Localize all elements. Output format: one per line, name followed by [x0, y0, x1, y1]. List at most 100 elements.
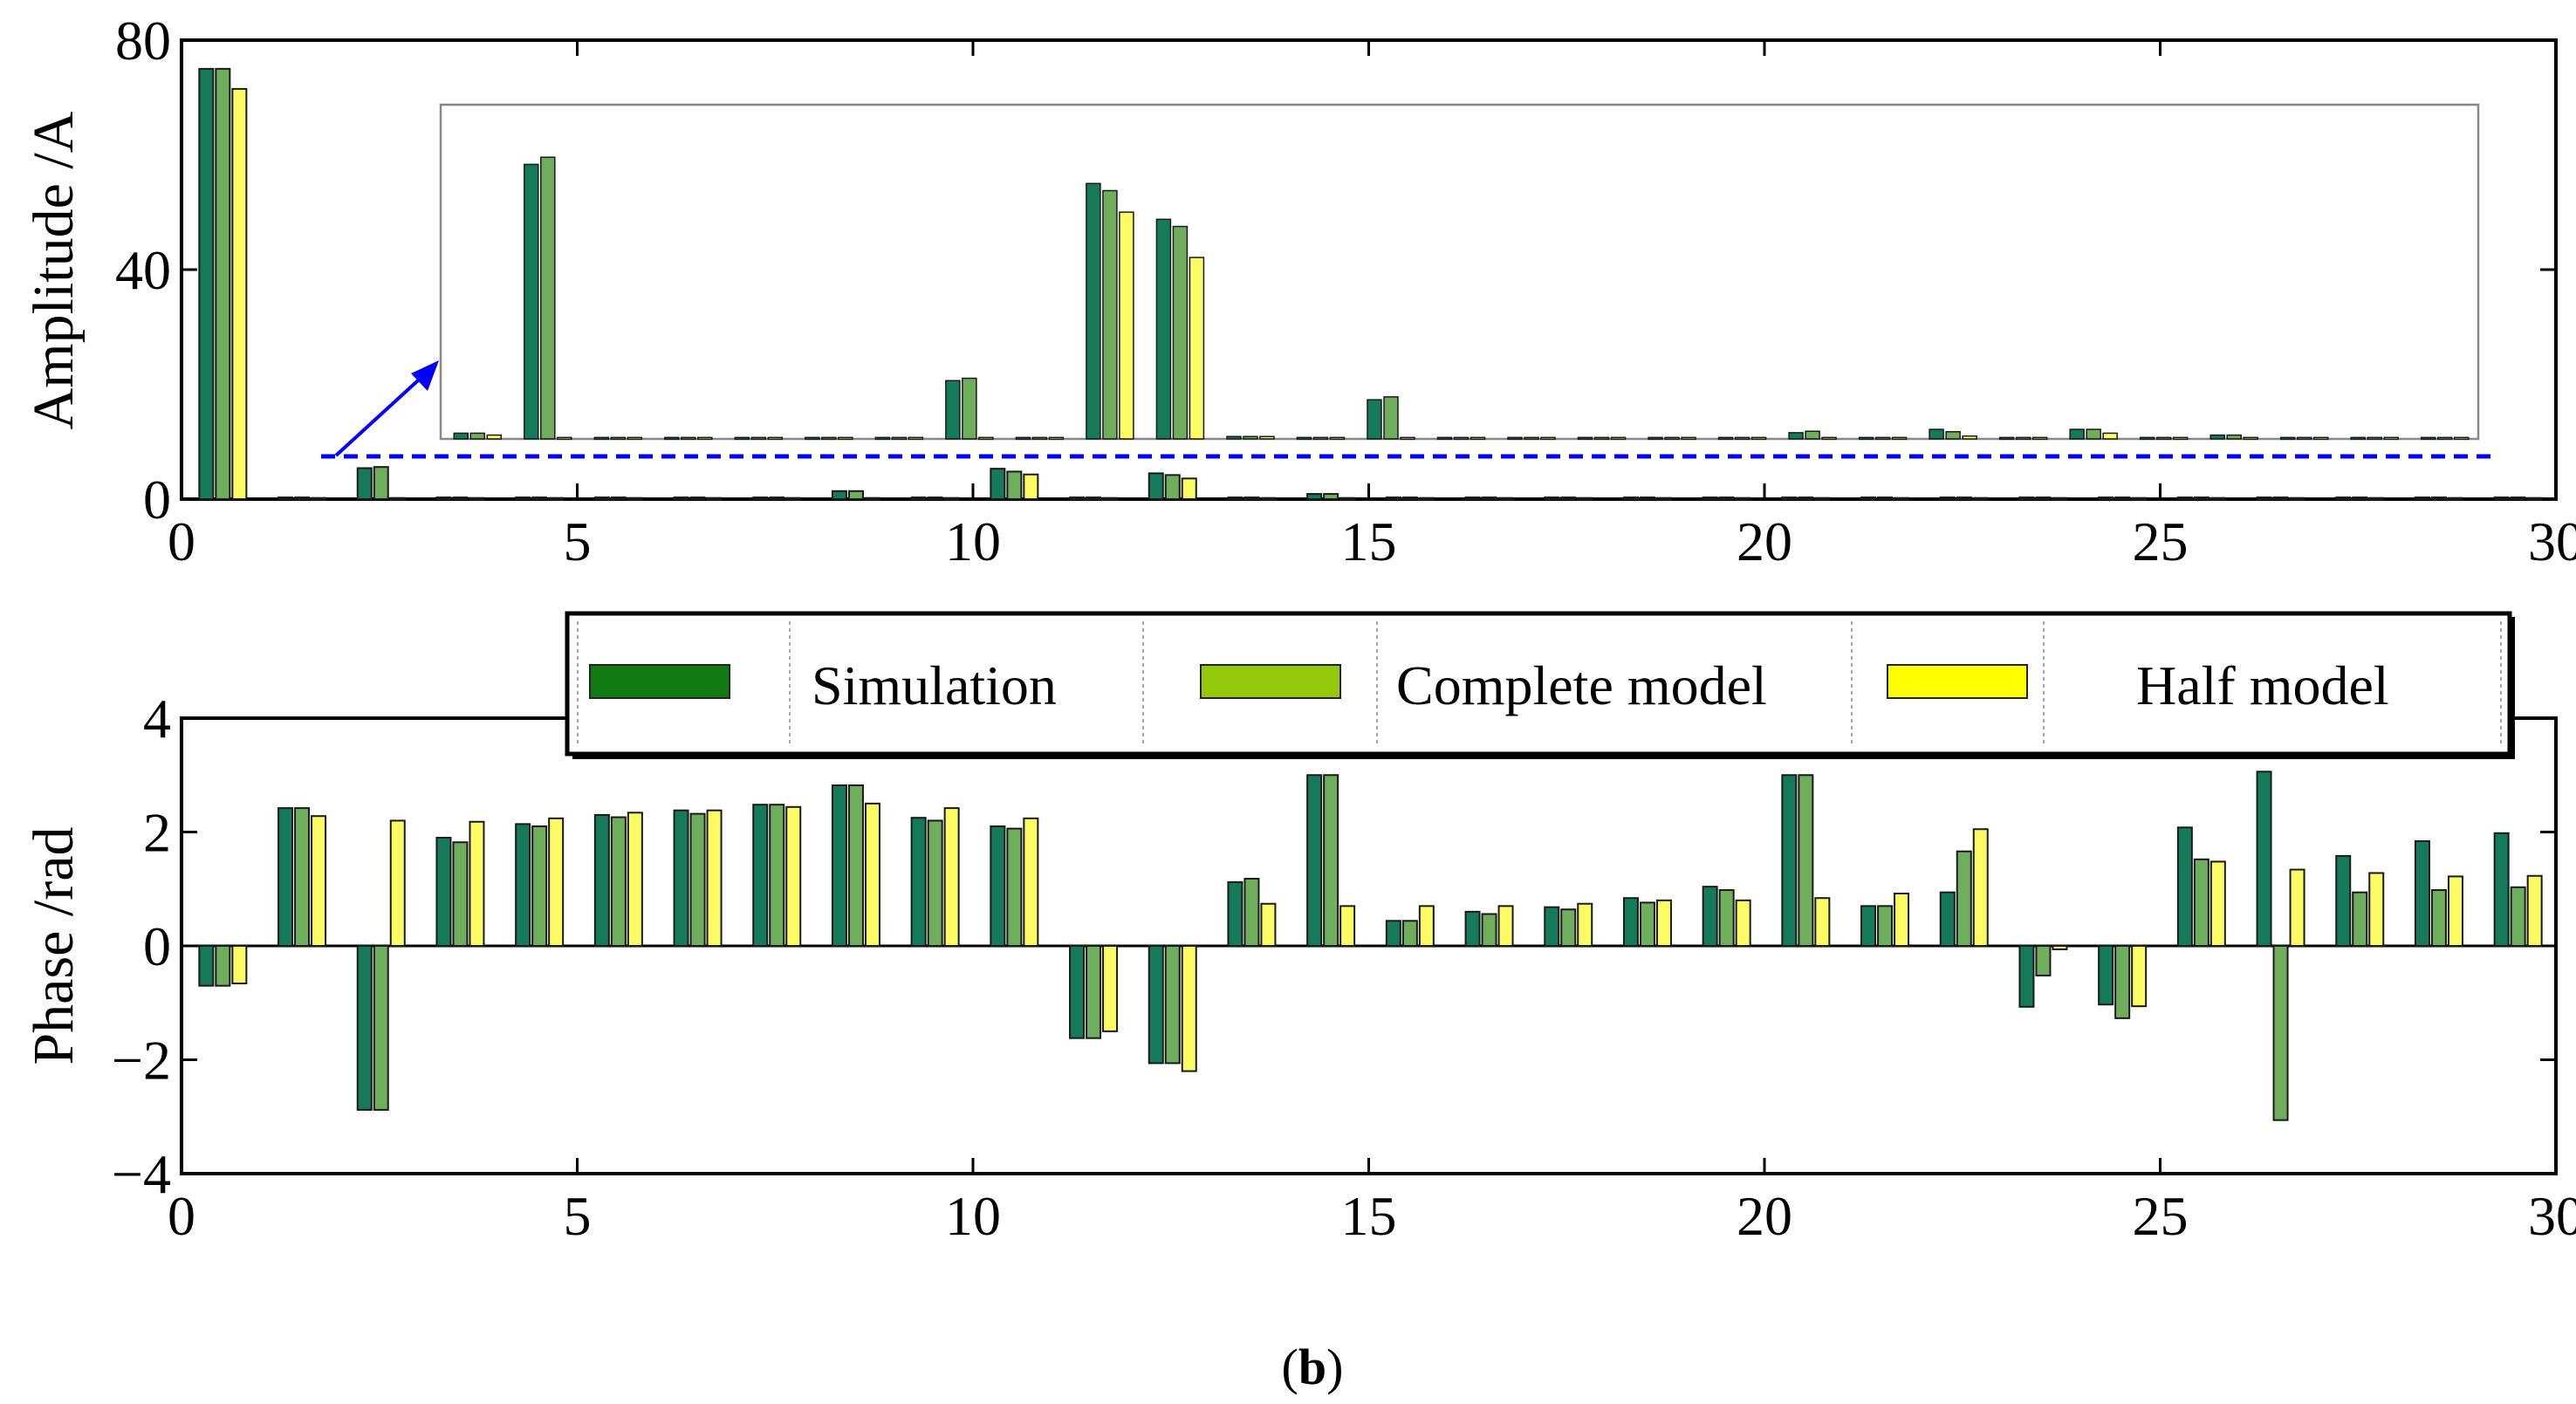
amplitude-bar-half-model — [1972, 497, 1989, 501]
amplitude-bar-simulation — [2176, 497, 2193, 501]
phase-bar-complete-model — [610, 816, 627, 947]
phase-x-ticks: 0 5 10 15 20 25 30 — [168, 718, 2576, 1247]
phase-x-tick-label: 5 — [564, 1185, 592, 1247]
phase-bar-complete-model — [1006, 827, 1023, 948]
inset-bar-complete-model — [2367, 436, 2382, 441]
inset-bar-half-model — [1681, 436, 1696, 441]
amplitude-bar-complete-model — [2510, 497, 2526, 501]
inset-bar-complete-model — [821, 436, 837, 441]
amplitude-bar-half-model — [1418, 497, 1435, 501]
phase-bar-half-model — [2368, 872, 2385, 947]
amplitude-bar-simulation — [1939, 497, 1956, 501]
inset-bar-half-model — [2453, 436, 2470, 441]
phase-bar-complete-model — [847, 784, 864, 947]
inset-bar-complete-model — [1383, 396, 1399, 440]
phase-bar-complete-model — [1877, 905, 1894, 947]
amplitude-bar-simulation — [1306, 493, 1323, 501]
amplitude-bar-complete-model — [1560, 497, 1577, 501]
amplitude-y-ticks: 0 40 80 — [115, 10, 2556, 531]
amplitude-bar-simulation — [2335, 497, 2352, 501]
amplitude-bar-complete-model — [2193, 497, 2209, 501]
inset-bar-simulation — [593, 436, 610, 441]
phase-bar-simulation — [752, 804, 769, 947]
phase-bar-complete-model — [2193, 858, 2209, 948]
phase-bar-simulation — [1544, 906, 1560, 948]
amplitude-bar-complete-model — [215, 67, 231, 500]
inset-bar-complete-model — [681, 436, 696, 441]
phase-bar-complete-model — [1560, 908, 1577, 947]
phase-bar-simulation — [990, 825, 1006, 947]
phase-bar-complete-model — [1956, 850, 1972, 947]
phase-bar-half-model — [2526, 874, 2543, 947]
amplitude-bars — [198, 67, 2543, 501]
inset-bar-complete-model — [1945, 431, 1961, 440]
inset-bar-complete-model — [1031, 436, 1048, 441]
amplitude-bar-half-model — [1181, 477, 1197, 501]
amplitude-bar-half-model — [389, 497, 406, 501]
inset-bar-simulation — [1717, 436, 1734, 441]
inset-bar-simulation — [1929, 428, 1944, 440]
inset-bar-half-model — [1329, 436, 1346, 441]
inset-bar-complete-model — [1453, 436, 1470, 441]
amplitude-y-axis-label: Amplitude /A — [22, 111, 86, 429]
phase-bar-complete-model — [1401, 920, 1418, 948]
amplitude-bar-simulation — [277, 497, 294, 501]
phase-bar-complete-model — [2352, 891, 2368, 947]
phase-bar-half-model — [2209, 860, 2226, 947]
phase-bar-simulation — [198, 945, 215, 987]
amplitude-bar-half-model — [1814, 497, 1831, 501]
phase-bar-complete-model — [1718, 889, 1735, 947]
phase-bar-half-model — [943, 807, 960, 947]
amplitude-bar-complete-model — [531, 497, 548, 501]
inset-bar-complete-model — [1172, 225, 1189, 440]
amplitude-bar-complete-model — [1243, 497, 1260, 501]
amplitude-bar-half-model — [2131, 497, 2148, 501]
phase-bar-complete-model — [373, 945, 389, 1111]
amplitude-bar-complete-model — [2272, 497, 2289, 501]
phase-bar-complete-model — [2035, 945, 2052, 976]
phase-y-tick-label: 4 — [143, 688, 171, 750]
amplitude-bar-complete-model — [1164, 474, 1181, 501]
amplitude-bar-simulation — [593, 497, 610, 501]
amplitude-bar-half-model — [1497, 497, 1514, 501]
amplitude-bar-complete-model — [769, 497, 785, 501]
inset-frame — [439, 103, 2480, 441]
phase-bar-simulation — [277, 807, 294, 947]
inset-bar-simulation — [1296, 436, 1312, 441]
phase-bar-simulation — [1148, 945, 1164, 1065]
phase-bar-complete-model — [1323, 774, 1339, 947]
amplitude-bar-simulation — [1544, 497, 1560, 501]
amplitude-bar-half-model — [1577, 497, 1593, 501]
amplitude-bar-simulation — [2018, 497, 2035, 501]
inset-bar-simulation — [1367, 399, 1382, 440]
phase-bar-half-model — [1577, 902, 1593, 947]
amplitude-x-tick-label: 20 — [1737, 510, 1792, 572]
legend-swatch-complete-model — [1200, 664, 1341, 699]
inset-bar-complete-model — [469, 432, 486, 440]
amplitude-bar-half-model — [706, 497, 723, 501]
amplitude-bar-half-model — [2209, 497, 2226, 501]
amplitude-bar-complete-model — [847, 490, 864, 500]
amplitude-bar-half-model — [548, 497, 565, 501]
amplitude-bar-simulation — [1385, 497, 1401, 501]
inset-bar-complete-model — [962, 377, 977, 440]
inset-bar-complete-model — [1874, 436, 1891, 441]
phase-bar-complete-model — [531, 825, 548, 947]
phase-bar-half-model — [706, 809, 723, 948]
inset-bar-half-model — [1962, 435, 1977, 440]
amplitude-bar-half-model — [2052, 497, 2068, 501]
amplitude-bar-complete-model — [452, 497, 469, 501]
inset-bar-half-model — [978, 436, 994, 441]
inset-bar-simulation — [453, 432, 469, 440]
phase-bar-complete-model — [215, 945, 231, 987]
inset-bar-simulation — [1648, 436, 1663, 441]
legend-swatch-half-model — [1887, 664, 2028, 699]
amplitude-bar-simulation — [673, 497, 689, 501]
phase-bar-simulation — [2414, 839, 2430, 947]
inset-bar-complete-model — [891, 436, 908, 441]
amplitude-y-tick-label: 80 — [115, 10, 171, 72]
phase-bar-simulation — [2018, 945, 2035, 1008]
amplitude-bar-half-model — [1735, 497, 1751, 501]
amplitude-bar-simulation — [356, 467, 373, 500]
phase-bar-complete-model — [2510, 886, 2526, 947]
